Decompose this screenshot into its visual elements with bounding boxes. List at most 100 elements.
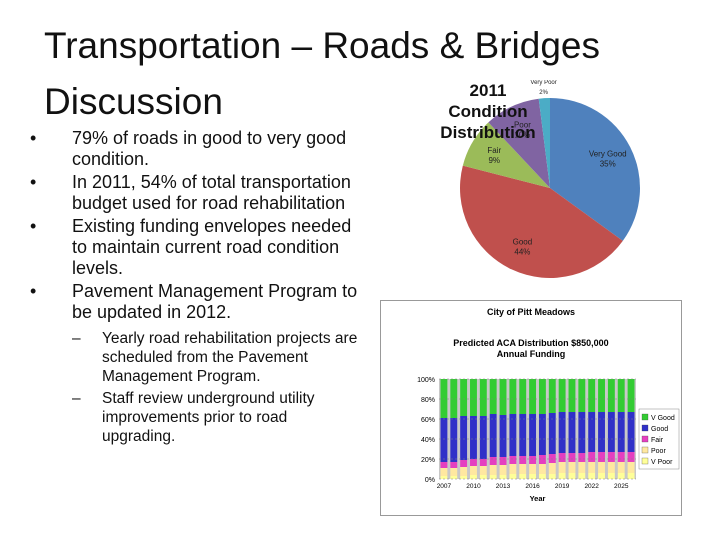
aca-bar-segment	[548, 463, 556, 474]
aca-bar-segment	[578, 379, 586, 412]
aca-bar-segment	[568, 462, 576, 473]
aca-bar-segment	[578, 473, 586, 479]
aca-y-tick-label: 20%	[421, 457, 435, 464]
aca-bar-segment	[489, 379, 497, 414]
aca-bar-segment	[588, 412, 596, 452]
aca-bar-segment	[470, 459, 477, 466]
aca-bar-segment	[578, 462, 586, 473]
aca-bar-segment	[519, 464, 527, 474]
aca-bar-segment	[460, 460, 468, 467]
aca-bar-segment	[588, 473, 596, 479]
aca-legend: V Good Good Fair Poor V Poor	[638, 408, 680, 470]
bullet-icon: •	[30, 216, 37, 236]
aca-stacked-bar-chart: City of Pitt Meadows Predicted ACA Distri…	[417, 307, 680, 503]
aca-bar-segment	[548, 379, 556, 413]
aca-bar-segment	[558, 379, 566, 412]
aca-bar-segment	[568, 379, 576, 412]
aca-bar-segment	[598, 473, 605, 479]
sub-bullet-text: Yearly road rehabilitation projects are …	[102, 330, 358, 385]
aca-bar-segment	[538, 464, 546, 474]
aca-bar-segment	[617, 452, 625, 462]
aca-bar-segment	[617, 462, 625, 473]
aca-bar-segment	[470, 466, 477, 475]
aca-legend-label: Poor	[651, 448, 666, 455]
aca-bar-segment	[607, 462, 615, 473]
aca-y-tick-label: 40%	[421, 437, 435, 444]
aca-bar-segment	[440, 379, 448, 418]
aca-bar-segment	[529, 464, 537, 474]
bullet-icon: •	[30, 128, 37, 148]
pie-slice-very-good	[550, 98, 640, 241]
aca-bar-segment	[460, 467, 468, 476]
aca-bar-segment	[440, 468, 448, 476]
aca-bar-segment	[548, 413, 556, 454]
aca-bar-segment	[568, 453, 576, 462]
aca-x-tick-label: 2025	[614, 483, 629, 490]
aca-bar-segment	[460, 379, 468, 416]
aca-bar-segment	[548, 474, 556, 479]
aca-bar-segment	[509, 456, 517, 464]
pie-slice-label: Very Good	[589, 150, 627, 159]
aca-legend-label: V Good	[651, 415, 675, 422]
bullet-item: • In 2011, 54% of total transportation b…	[30, 172, 360, 214]
aca-x-tick-label: 2019	[555, 483, 570, 490]
dash-icon: –	[72, 330, 81, 347]
bullet-text: Pavement Management Program to be update…	[72, 281, 358, 322]
aca-bar-segment	[607, 379, 615, 412]
aca-bar-segment	[578, 412, 586, 453]
aca-bar-segment	[489, 465, 497, 475]
bullet-text: Existing funding envelopes needed to mai…	[72, 216, 352, 278]
slide-title: Transportation – Roads & Bridges Discuss…	[44, 25, 600, 122]
pie-slice-label: Poor	[514, 120, 531, 129]
bullet-item: • Existing funding envelopes needed to m…	[30, 216, 360, 279]
aca-bar-segment	[450, 418, 458, 462]
aca-bar-segment	[588, 379, 596, 412]
aca-bar-segment	[529, 379, 537, 414]
aca-legend-swatch	[641, 446, 649, 454]
aca-bar-segment	[538, 379, 546, 414]
aca-legend-swatch	[641, 413, 649, 421]
sub-bullet-item: – Yearly road rehabilitation projects ar…	[72, 329, 360, 386]
pie-slice-label: Good	[513, 238, 533, 247]
aca-bar-segment	[538, 474, 546, 479]
pie-slice-label: Fair	[487, 146, 501, 155]
aca-bar-segment	[519, 379, 527, 414]
aca-bar-segment	[489, 457, 497, 465]
aca-bar-segment	[529, 456, 537, 464]
aca-x-tick-label: 2022	[584, 483, 599, 490]
aca-legend-label: Fair	[651, 437, 664, 444]
aca-legend-label: V Poor	[651, 459, 673, 466]
aca-bar-segment	[519, 414, 527, 456]
aca-bar-segment	[558, 453, 566, 462]
sub-bullet-list: – Yearly road rehabilitation projects ar…	[72, 329, 360, 446]
aca-y-tick-label: 100%	[417, 377, 435, 384]
aca-bar-segment	[607, 412, 615, 452]
aca-bar-segment	[450, 476, 458, 479]
aca-bar-segment	[499, 457, 507, 465]
sub-bullet-text: Staff review underground utility improve…	[102, 390, 315, 445]
aca-bar-segment	[479, 379, 487, 416]
aca-bar-segment	[529, 474, 537, 479]
aca-bar-segment	[509, 474, 517, 479]
aca-bar-segment	[489, 475, 497, 479]
aca-bar-segment	[450, 379, 458, 418]
aca-bar-segment	[558, 412, 566, 453]
bullet-icon: •	[30, 172, 37, 192]
aca-bar-segment	[440, 476, 448, 479]
aca-bar-segment	[440, 462, 448, 468]
aca-bar-segment	[548, 454, 556, 463]
aca-chart-frame: City of Pitt Meadows Predicted ACA Distri…	[380, 300, 682, 516]
aca-bar-segment	[588, 452, 596, 462]
aca-legend-swatch	[641, 424, 649, 432]
bullet-item: • 79% of roads in good to very good cond…	[30, 128, 360, 170]
aca-bar-segment	[499, 465, 507, 475]
aca-bar-segment	[509, 379, 517, 414]
pie-slice-percent: 2%	[539, 90, 548, 96]
pie-slice-very-poor	[538, 98, 550, 188]
aca-bar-segment	[519, 456, 527, 464]
pie-slice-percent: 44%	[514, 248, 530, 257]
bullet-text: 79% of roads in good to very good condit…	[72, 128, 347, 169]
aca-bar-segment	[450, 468, 458, 476]
pie-slice-percent: 10%	[514, 130, 530, 139]
aca-bar-segment	[627, 473, 635, 479]
